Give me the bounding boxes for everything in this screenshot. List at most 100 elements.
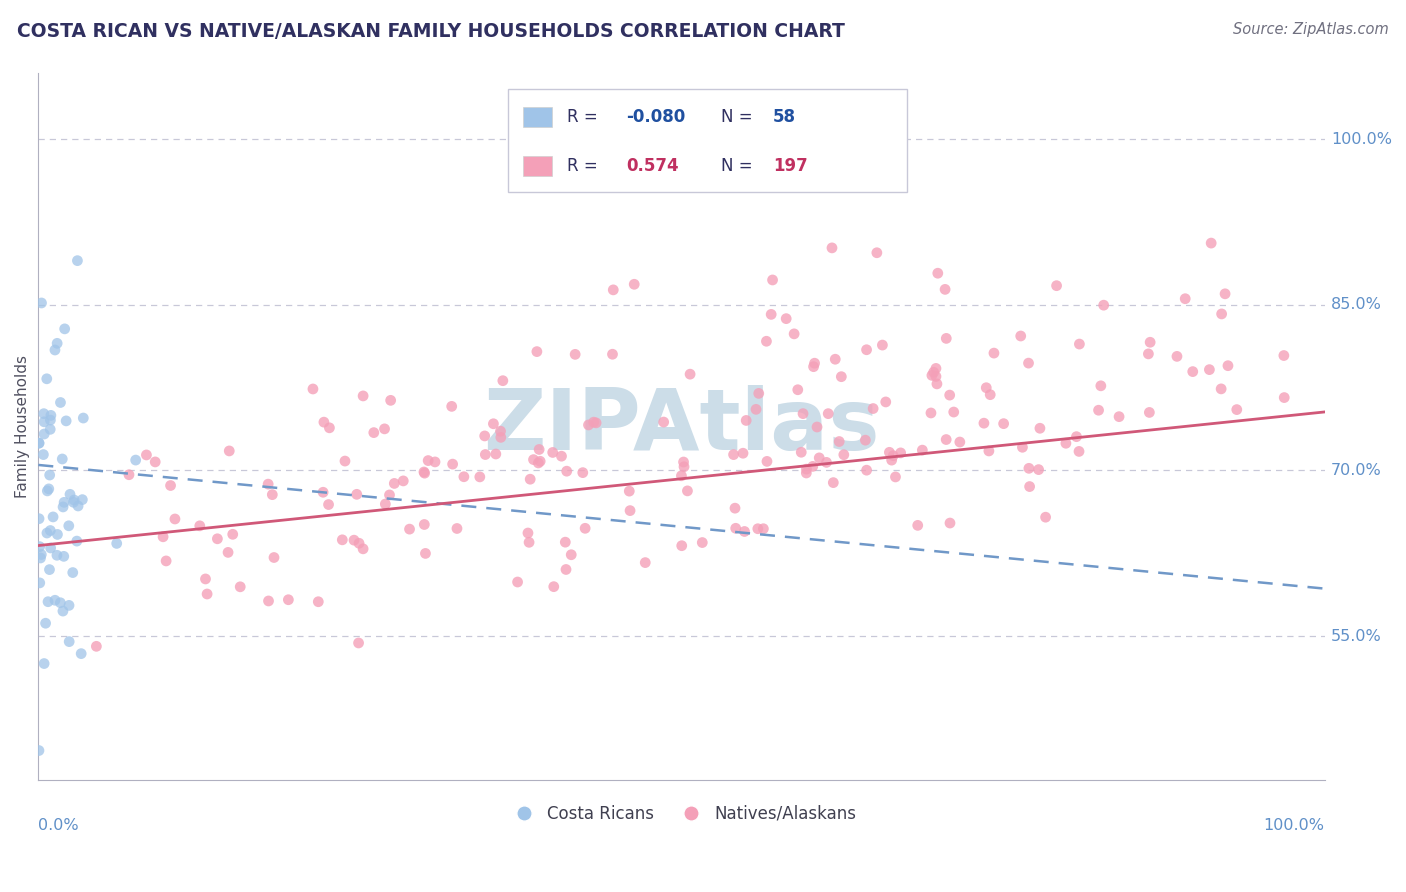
Point <box>1166 350 1188 364</box>
Point <box>312 485 335 500</box>
Text: 100.0%: 100.0% <box>1264 819 1324 833</box>
Point <box>66 253 89 268</box>
Point <box>413 517 436 532</box>
Point <box>318 498 340 512</box>
Point <box>28 511 51 525</box>
Point <box>1011 440 1033 454</box>
Point <box>492 374 515 388</box>
Point <box>1029 421 1052 435</box>
FancyBboxPatch shape <box>508 89 907 192</box>
Point <box>949 435 972 450</box>
Point <box>38 482 60 496</box>
Point <box>35 372 58 386</box>
Point <box>330 533 353 547</box>
Text: 197: 197 <box>773 157 807 175</box>
Point <box>37 595 59 609</box>
Point <box>31 296 53 310</box>
Point <box>39 409 62 423</box>
Point <box>1174 292 1197 306</box>
Point <box>49 596 72 610</box>
Point <box>875 395 897 409</box>
Point <box>32 415 55 429</box>
Point <box>517 526 540 541</box>
Point <box>823 475 845 490</box>
Point <box>352 389 374 403</box>
Point <box>28 575 51 590</box>
Point <box>796 462 818 476</box>
Point <box>724 521 747 535</box>
Text: R =: R = <box>567 108 598 126</box>
Point <box>418 453 440 467</box>
Point <box>218 444 240 458</box>
Point <box>935 331 957 345</box>
Point <box>880 453 903 467</box>
Point <box>62 495 84 509</box>
Point <box>118 467 141 482</box>
Point <box>925 369 948 384</box>
Point <box>37 483 59 498</box>
Point <box>262 488 284 502</box>
Point <box>1137 347 1160 361</box>
Point <box>543 580 565 594</box>
Point <box>602 283 624 297</box>
Point <box>415 546 437 560</box>
Point <box>564 347 586 361</box>
Point <box>155 554 177 568</box>
Point <box>1137 405 1160 419</box>
Point <box>1272 391 1295 405</box>
Point <box>474 429 496 443</box>
Point <box>790 445 813 459</box>
Point <box>761 273 783 287</box>
Point <box>803 359 825 374</box>
Point <box>28 743 51 757</box>
Point <box>759 307 782 321</box>
Point <box>529 454 551 468</box>
Point <box>942 405 965 419</box>
Point <box>882 449 904 463</box>
Point <box>671 539 693 553</box>
Point <box>446 521 468 535</box>
Text: R =: R = <box>567 157 598 175</box>
Text: 85.0%: 85.0% <box>1331 297 1382 312</box>
Point <box>824 352 846 367</box>
Point <box>333 454 356 468</box>
Point <box>1045 278 1067 293</box>
Point <box>623 277 645 292</box>
Point <box>973 416 995 430</box>
Point <box>602 347 624 361</box>
Point <box>440 400 463 414</box>
Point <box>474 448 496 462</box>
Point <box>1066 430 1088 444</box>
Point <box>679 367 702 381</box>
Point <box>392 474 415 488</box>
Point <box>1054 436 1077 450</box>
Point <box>817 407 839 421</box>
Point <box>58 634 80 648</box>
Point <box>783 326 806 341</box>
Point <box>582 415 605 429</box>
Point <box>907 518 929 533</box>
Point <box>832 448 855 462</box>
Point <box>1213 286 1236 301</box>
Legend: Costa Ricans, Natives/Alaskans: Costa Ricans, Natives/Alaskans <box>501 798 863 830</box>
Text: N =: N = <box>721 108 754 126</box>
Point <box>263 550 285 565</box>
Point <box>690 535 713 549</box>
Text: 58: 58 <box>773 108 796 126</box>
Point <box>821 241 844 255</box>
Point <box>28 436 51 450</box>
Point <box>792 407 814 421</box>
Point <box>163 512 186 526</box>
Point <box>363 425 385 440</box>
Point <box>38 468 60 483</box>
Text: Source: ZipAtlas.com: Source: ZipAtlas.com <box>1233 22 1389 37</box>
Y-axis label: Family Households: Family Households <box>15 355 30 498</box>
Point <box>815 455 838 469</box>
Point <box>735 413 758 427</box>
Point <box>44 593 66 607</box>
Point <box>373 422 395 436</box>
Point <box>752 522 775 536</box>
Point <box>756 454 779 468</box>
Point <box>890 446 912 460</box>
Point <box>378 488 401 502</box>
